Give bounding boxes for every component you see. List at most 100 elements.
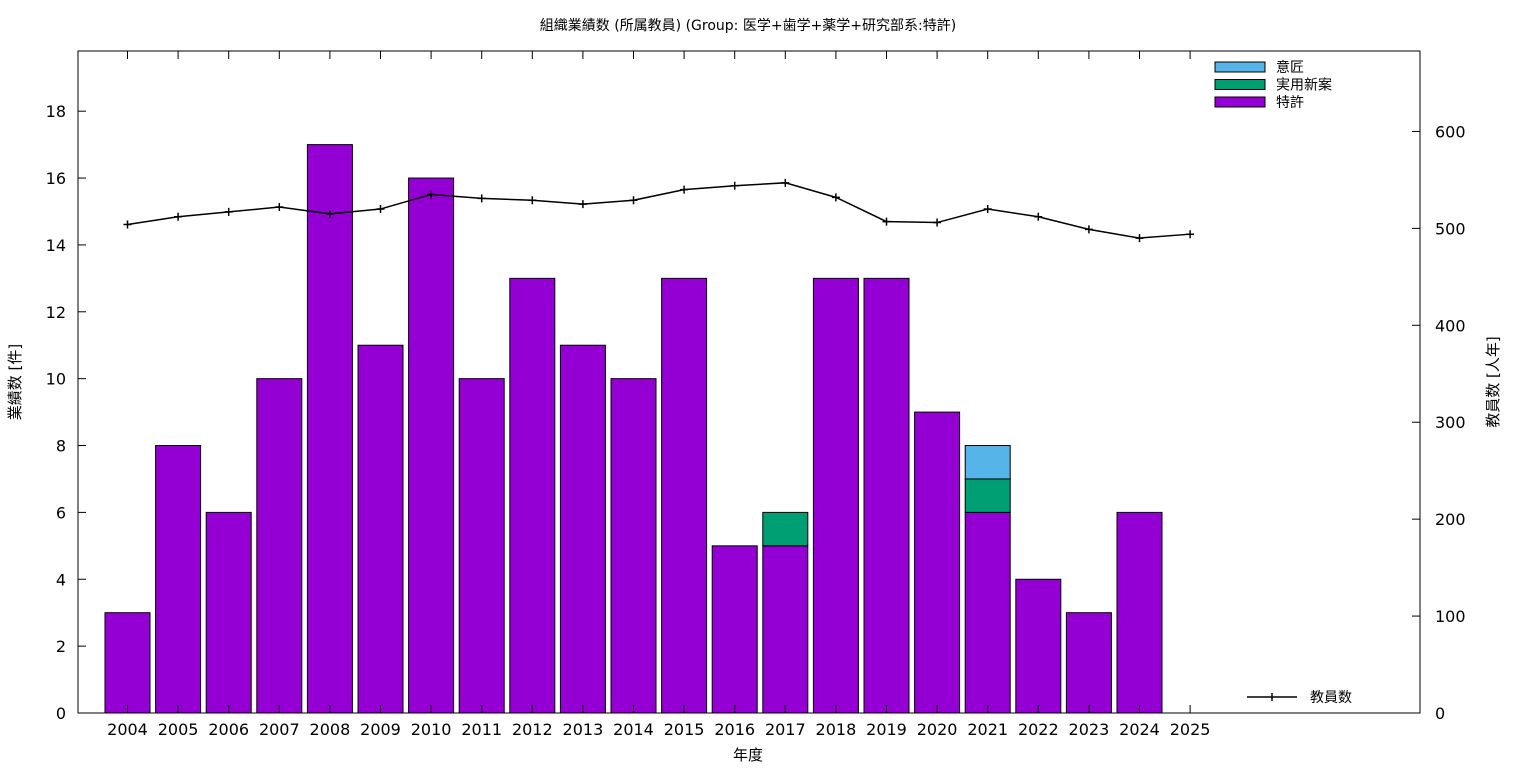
x-tick-label-2018: 2018 [816,720,857,739]
bar-2016-series-0 [711,545,758,714]
x-tick-label-2016: 2016 [714,720,755,739]
bar-2005-series-0 [155,445,202,714]
line-point-2005 [174,212,183,221]
line-point-2022 [1034,212,1043,221]
bar-2017-series-1 [762,511,809,547]
y2-axis-title: 教員数 [人年] [1484,336,1502,427]
plot-frame [77,50,1421,714]
chart-title: 組織業績数 (所属教員) (Group: 医学+歯学+薬学+研究部系:特許) [540,18,956,34]
x-tick-label-2013: 2013 [563,720,604,739]
x-tick-label-2005: 2005 [158,720,199,739]
bar-2024-series-0 [1116,511,1163,714]
legend-swatch-1 [1214,79,1266,90]
ticks-layer: 0 2 4 6 8 10 12 14 16 18 0 100 200 300 400 500 600 2004 20… [46,51,1466,739]
line-point-2014 [629,196,638,205]
y-tick-label-12: 12 [46,303,66,322]
line-point-2024 [1135,234,1144,243]
y-axis-title: 業績数 [件] [6,344,24,420]
y2-tick-label-200: 200 [1435,510,1466,529]
bar-2007-series-0 [256,378,303,714]
bar-2015-series-0 [661,277,708,714]
x-tick-label-2007: 2007 [259,720,300,739]
y-tick-label-10: 10 [46,370,66,389]
x-tick-label-2020: 2020 [917,720,958,739]
bar-2013-series-0 [559,344,606,714]
line-point-2025 [1186,230,1195,239]
line-point-2011 [477,194,486,203]
y-tick-label-4: 4 [56,570,66,589]
x-tick-label-2015: 2015 [664,720,705,739]
bar-2021-series-1 [964,478,1011,513]
x-tick-label-2023: 2023 [1069,720,1110,739]
bars-layer [104,144,1163,714]
y2-tick-label-400: 400 [1435,316,1466,335]
y2-tick-label-500: 500 [1435,219,1466,238]
line-point-2006 [224,207,233,216]
line-point-2012 [528,196,537,205]
bar-2021-series-0 [964,511,1011,714]
y2-tick-label-0: 0 [1435,704,1445,723]
bar-2009-series-0 [357,344,404,714]
x-tick-label-2024: 2024 [1119,720,1160,739]
line-point-2004 [123,220,132,229]
bar-2006-series-0 [205,511,252,714]
y-tick-label-8: 8 [56,437,66,456]
x-tick-label-2011: 2011 [461,720,502,739]
bar-2020-series-0 [914,411,961,714]
legend-line-label: 教員数 [1310,690,1352,706]
x-tick-label-2012: 2012 [512,720,553,739]
bar-2018-series-0 [812,277,859,714]
y2-tick-label-600: 600 [1435,122,1466,141]
bar-2021-series-2 [964,445,1011,480]
bar-2010-series-0 [408,177,455,714]
bar-2023-series-0 [1065,612,1112,714]
bar-2004-series-0 [104,612,151,714]
x-tick-label-2004: 2004 [107,720,148,739]
y-tick-label-6: 6 [56,503,66,522]
line-point-2016 [730,181,739,190]
bar-2012-series-0 [509,277,556,714]
line-point-2017 [781,178,790,187]
line-point-2019 [882,217,891,226]
y-tick-label-16: 16 [46,169,66,188]
line-point-2023 [1084,225,1093,234]
x-tick-label-2022: 2022 [1018,720,1059,739]
y-tick-label-14: 14 [46,236,66,255]
legend-label-0: 意匠 [1276,59,1304,76]
y-tick-label-18: 18 [46,102,66,121]
bar-2008-series-0 [306,144,353,714]
line-faculty-count [127,182,1191,239]
line-point-2015 [680,185,689,194]
legend-label-2: 特許 [1276,95,1304,111]
x-tick-label-2021: 2021 [967,720,1008,739]
legend-line-swatch [1247,693,1297,701]
line-layer [123,178,1195,243]
line-point-2008 [325,209,334,218]
line-point-2007 [275,203,284,212]
legend-swatch-0 [1214,61,1266,73]
line-point-2021 [983,204,992,213]
x-tick-label-2006: 2006 [208,720,249,739]
line-point-2009 [376,204,385,213]
y-tick-label-0: 0 [56,704,66,723]
line-point-2013 [578,200,587,209]
line-point-2010 [427,190,436,199]
line-point-2018 [831,193,840,202]
x-tick-label-2014: 2014 [613,720,654,739]
x-axis-title: 年度 [733,746,763,764]
y2-tick-label-100: 100 [1435,607,1466,626]
bar-2019-series-0 [863,277,910,714]
line-point-2020 [933,218,942,227]
x-tick-label-2019: 2019 [866,720,907,739]
x-tick-label-2009: 2009 [360,720,401,739]
x-tick-label-2008: 2008 [310,720,351,739]
y2-tick-label-300: 300 [1435,413,1466,432]
y-tick-label-2: 2 [56,637,66,656]
x-tick-label-2025: 2025 [1170,720,1211,739]
x-tick-label-2010: 2010 [411,720,452,739]
legend-label-1: 実用新案 [1276,77,1332,94]
legend-swatch-2 [1214,96,1266,108]
x-tick-label-2017: 2017 [765,720,806,739]
